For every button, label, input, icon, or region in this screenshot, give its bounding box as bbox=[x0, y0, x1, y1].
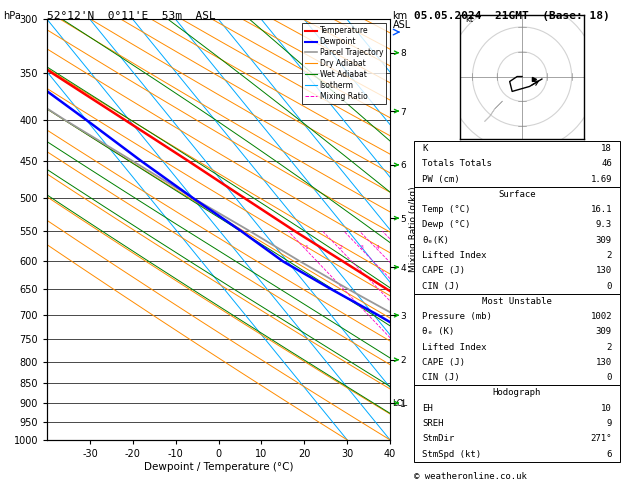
Text: 2: 2 bbox=[606, 251, 612, 260]
Text: 0: 0 bbox=[606, 373, 612, 382]
Text: 309: 309 bbox=[596, 236, 612, 245]
Text: K: K bbox=[422, 144, 428, 153]
Text: PW (cm): PW (cm) bbox=[422, 174, 460, 184]
Text: Dewp (°C): Dewp (°C) bbox=[422, 221, 470, 229]
Text: 0: 0 bbox=[606, 281, 612, 291]
Text: StmDir: StmDir bbox=[422, 434, 454, 443]
Text: 271°: 271° bbox=[591, 434, 612, 443]
Text: 2: 2 bbox=[338, 244, 342, 250]
X-axis label: Dewpoint / Temperature (°C): Dewpoint / Temperature (°C) bbox=[144, 462, 293, 471]
Bar bbox=[414, 385, 620, 462]
Text: LCL: LCL bbox=[392, 399, 407, 408]
Text: 05.05.2024  21GMT  (Base: 18): 05.05.2024 21GMT (Base: 18) bbox=[414, 11, 610, 21]
Text: ASL: ASL bbox=[392, 20, 411, 31]
Text: 18: 18 bbox=[601, 144, 612, 153]
Text: hPa: hPa bbox=[3, 11, 21, 21]
Text: kt: kt bbox=[465, 15, 473, 24]
Text: 130: 130 bbox=[596, 266, 612, 275]
Text: 10: 10 bbox=[601, 404, 612, 413]
Text: 3: 3 bbox=[360, 244, 364, 250]
Text: 1: 1 bbox=[304, 244, 308, 250]
Text: 1002: 1002 bbox=[591, 312, 612, 321]
Text: 4: 4 bbox=[376, 244, 379, 250]
Text: Lifted Index: Lifted Index bbox=[422, 251, 487, 260]
Text: Pressure (mb): Pressure (mb) bbox=[422, 312, 492, 321]
Text: 1.69: 1.69 bbox=[591, 174, 612, 184]
Text: θₑ (K): θₑ (K) bbox=[422, 328, 454, 336]
Text: 46: 46 bbox=[601, 159, 612, 168]
Text: Totals Totals: Totals Totals bbox=[422, 159, 492, 168]
Legend: Temperature, Dewpoint, Parcel Trajectory, Dry Adiabat, Wet Adiabat, Isotherm, Mi: Temperature, Dewpoint, Parcel Trajectory… bbox=[302, 23, 386, 104]
Text: Surface: Surface bbox=[498, 190, 536, 199]
Y-axis label: Mixing Ratio (g/kg): Mixing Ratio (g/kg) bbox=[409, 187, 418, 273]
Text: 130: 130 bbox=[596, 358, 612, 367]
Text: Temp (°C): Temp (°C) bbox=[422, 205, 470, 214]
Text: StmSpd (kt): StmSpd (kt) bbox=[422, 450, 481, 459]
Text: km: km bbox=[392, 11, 408, 21]
Text: θₑ(K): θₑ(K) bbox=[422, 236, 449, 245]
Text: Hodograph: Hodograph bbox=[493, 388, 541, 398]
Text: CIN (J): CIN (J) bbox=[422, 281, 460, 291]
Text: 52°12'N  0°11'E  53m  ASL: 52°12'N 0°11'E 53m ASL bbox=[47, 11, 216, 21]
Text: 9.3: 9.3 bbox=[596, 221, 612, 229]
Text: EH: EH bbox=[422, 404, 433, 413]
Bar bbox=[414, 187, 620, 294]
Bar bbox=[414, 141, 620, 187]
Text: CAPE (J): CAPE (J) bbox=[422, 266, 465, 275]
Text: 16.1: 16.1 bbox=[591, 205, 612, 214]
Bar bbox=[414, 294, 620, 385]
Text: CIN (J): CIN (J) bbox=[422, 373, 460, 382]
Text: 9: 9 bbox=[606, 419, 612, 428]
Text: Most Unstable: Most Unstable bbox=[482, 297, 552, 306]
Text: Lifted Index: Lifted Index bbox=[422, 343, 487, 352]
Text: 2: 2 bbox=[606, 343, 612, 352]
Text: CAPE (J): CAPE (J) bbox=[422, 358, 465, 367]
Text: © weatheronline.co.uk: © weatheronline.co.uk bbox=[414, 472, 526, 481]
Text: SREH: SREH bbox=[422, 419, 443, 428]
Text: 6: 6 bbox=[606, 450, 612, 459]
Text: 309: 309 bbox=[596, 328, 612, 336]
